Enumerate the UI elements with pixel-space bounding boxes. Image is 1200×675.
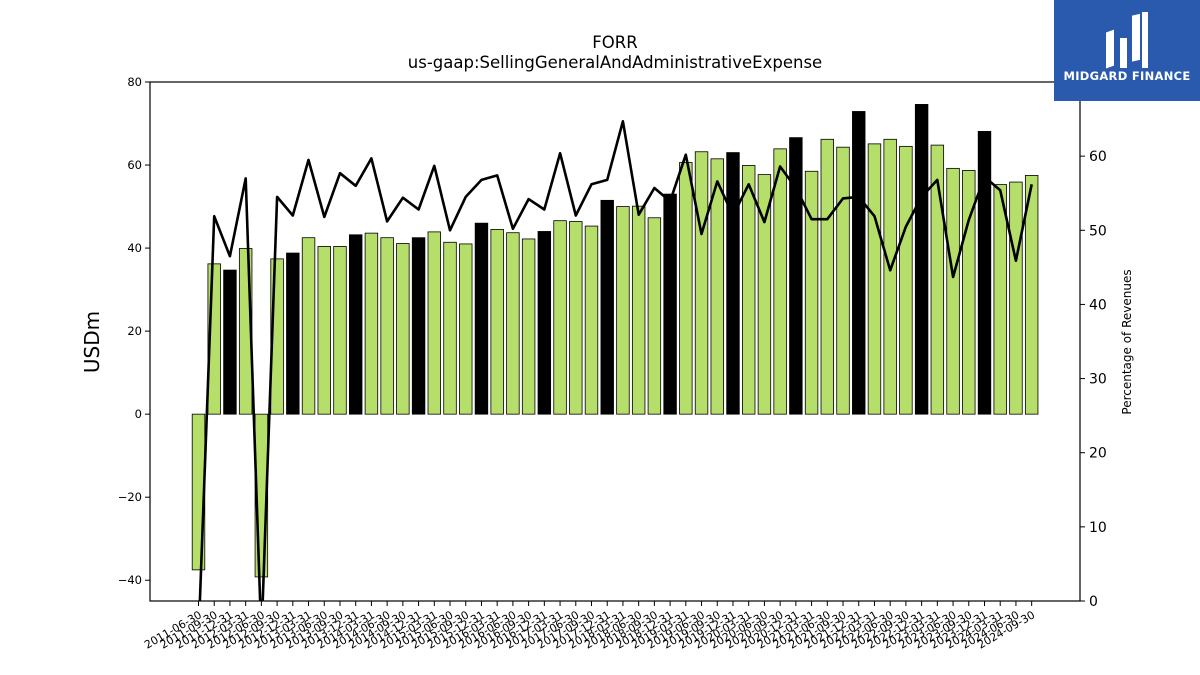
y2-tick-label: 50 bbox=[1089, 223, 1107, 239]
bar-2016-09-30 bbox=[521, 238, 536, 415]
bars-layer bbox=[191, 104, 1039, 578]
bar-2018-09-30 bbox=[647, 217, 662, 415]
bar-2017-03-31 bbox=[553, 220, 567, 415]
bar-2022-09-30 bbox=[899, 145, 913, 415]
y2-tick-label: 20 bbox=[1089, 446, 1107, 462]
y2-tick-label: 60 bbox=[1089, 149, 1107, 165]
y2-tick-label: 0 bbox=[1089, 594, 1098, 610]
y-tick-label: −40 bbox=[118, 573, 142, 587]
bar-2019-09-30 bbox=[710, 158, 724, 415]
bar-2013-03-31 bbox=[301, 237, 316, 415]
bar-2012-12-31 bbox=[286, 252, 300, 415]
axes-layer: −40−2002040608001020304050602011-06-3020… bbox=[118, 75, 1107, 652]
bar-2014-06-30 bbox=[380, 237, 394, 415]
bar-2014-09-30 bbox=[396, 243, 410, 415]
bar-2018-12-31 bbox=[663, 193, 677, 415]
bar-2021-09-30 bbox=[836, 146, 850, 415]
y-tick-label: 20 bbox=[127, 324, 142, 338]
bar-2024-06-30 bbox=[1009, 181, 1023, 415]
chart-subtitle: us-gaap:SellingGeneralAndAdministrativeE… bbox=[408, 53, 822, 72]
y-tick-label: 80 bbox=[127, 75, 142, 89]
y2-tick-label: 10 bbox=[1089, 520, 1107, 536]
bar-2023-06-30 bbox=[946, 167, 960, 415]
bar-2014-03-31 bbox=[364, 232, 379, 415]
bar-2023-12-31 bbox=[977, 131, 992, 415]
bar-2021-03-31 bbox=[804, 170, 819, 415]
bar-2021-12-31 bbox=[852, 111, 866, 415]
bar-2015-06-30 bbox=[443, 241, 457, 415]
bar-2019-03-31 bbox=[679, 162, 693, 415]
y-tick-label: 0 bbox=[135, 407, 142, 421]
bar-2015-03-31 bbox=[427, 231, 442, 415]
y2-axis-label: Percentage of Revenues bbox=[1120, 269, 1134, 414]
chart-title: FORR bbox=[592, 33, 637, 52]
bar-2024-09-30 bbox=[1024, 175, 1039, 415]
bar-2015-12-31 bbox=[474, 222, 489, 415]
bar-2013-09-30 bbox=[333, 246, 347, 415]
bar-2020-12-31 bbox=[789, 137, 803, 415]
bar-2013-06-30 bbox=[317, 246, 331, 415]
y2-tick-label: 30 bbox=[1089, 372, 1107, 388]
bar-2023-03-31 bbox=[930, 144, 945, 415]
bar-2017-09-30 bbox=[584, 225, 599, 415]
bar-2018-06-30 bbox=[631, 205, 646, 415]
series-line bbox=[198, 120, 1033, 601]
y-tick-label: 40 bbox=[127, 241, 142, 255]
bar-2022-03-31 bbox=[867, 143, 882, 415]
midgard-logo-icon bbox=[1106, 12, 1148, 69]
bar-2015-09-30 bbox=[459, 243, 473, 415]
bar-2020-06-30 bbox=[757, 174, 772, 415]
bar-2020-03-31 bbox=[742, 165, 756, 415]
bar-2019-12-31 bbox=[726, 152, 740, 415]
bar-2013-12-31 bbox=[348, 234, 363, 415]
brand-logo: MIDGARD FINANCE bbox=[1054, 0, 1200, 101]
bar-2017-12-31 bbox=[600, 199, 614, 415]
bar-2014-12-31 bbox=[411, 237, 426, 415]
line-layer bbox=[198, 120, 1033, 601]
y2-tick-label: 40 bbox=[1089, 297, 1107, 313]
y-tick-label: 60 bbox=[127, 158, 142, 172]
bar-2016-03-31 bbox=[490, 228, 504, 415]
bar-2020-09-30 bbox=[773, 148, 787, 415]
y-tick-label: −20 bbox=[118, 490, 142, 504]
bar-2016-12-31 bbox=[537, 231, 552, 415]
y-axis-label: USDm bbox=[80, 311, 104, 373]
bar-2022-12-31 bbox=[914, 104, 929, 415]
bar-2018-03-31 bbox=[616, 206, 630, 415]
bar-2016-06-30 bbox=[506, 232, 520, 415]
bar-2019-06-30 bbox=[694, 151, 709, 415]
bar-2021-06-30 bbox=[820, 138, 835, 415]
bar-2011-12-31 bbox=[223, 269, 237, 415]
plot-frame bbox=[149, 81, 1081, 602]
bar-2024-03-31 bbox=[993, 184, 1007, 415]
bar-2022-06-30 bbox=[883, 138, 897, 415]
brand-name: MIDGARD FINANCE bbox=[1063, 69, 1191, 83]
bar-2017-06-30 bbox=[569, 221, 583, 415]
